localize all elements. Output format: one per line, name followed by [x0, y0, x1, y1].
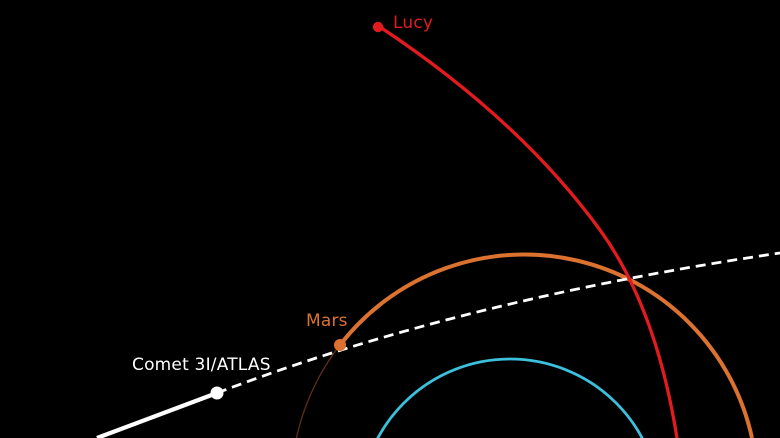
- lucy-marker: [372, 21, 384, 33]
- lucy-label: Lucy: [393, 13, 433, 34]
- mars-label-text: Mars: [306, 311, 348, 331]
- comet-trajectory-solid: [96, 391, 218, 438]
- mars-orbit-faint: [295, 254, 753, 438]
- mars-orbit-traveled-arc: [338, 252, 754, 438]
- lucy-label-text: Lucy: [393, 13, 434, 33]
- comet-label: Comet 3I/ATLAS: [132, 355, 271, 376]
- mars-marker: [334, 339, 346, 351]
- mars-label: Mars: [306, 311, 348, 332]
- earth-orbit: [376, 357, 644, 438]
- comet-marker: [210, 386, 224, 400]
- lucy-trajectory: [379, 25, 679, 438]
- comet-label-text: Comet 3I/ATLAS: [132, 355, 271, 375]
- comet-trajectory-dashed: [216, 251, 780, 395]
